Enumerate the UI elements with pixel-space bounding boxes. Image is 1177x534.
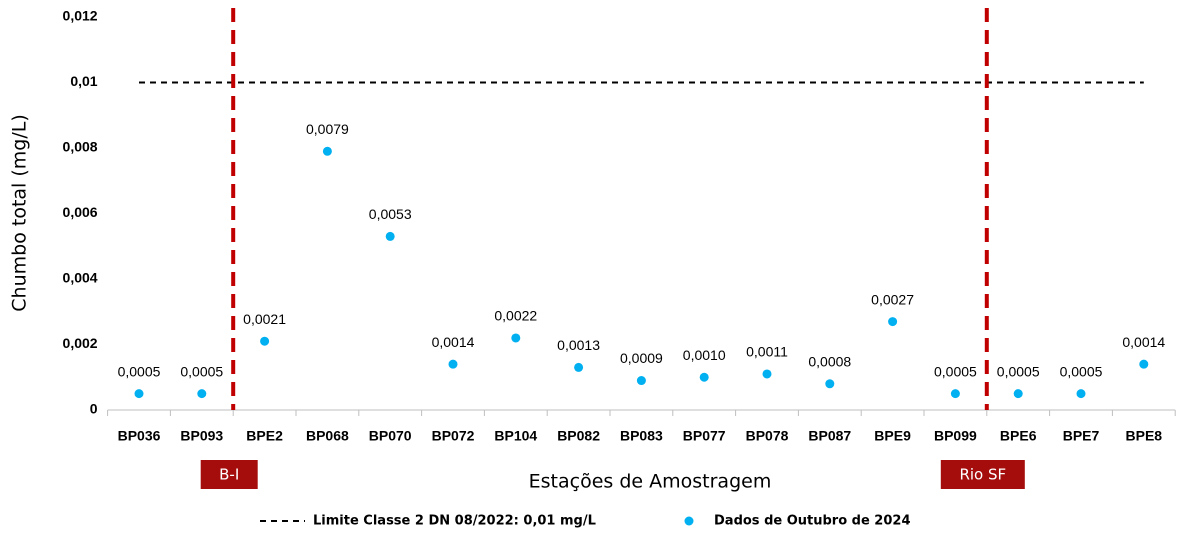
data-point xyxy=(888,317,898,327)
divider-label: B-I xyxy=(219,466,239,484)
value-label: 0,0010 xyxy=(683,347,726,363)
data-point xyxy=(1139,359,1149,369)
y-tick-label: 0,008 xyxy=(63,139,98,155)
data-point xyxy=(448,359,458,369)
x-tick-label: BP036 xyxy=(118,428,161,444)
x-tick-label: BPE9 xyxy=(874,428,911,444)
y-tick-label: 0 xyxy=(90,401,98,417)
legend-label: Limite Classe 2 DN 08/2022: 0,01 mg/L xyxy=(313,514,596,529)
x-tick-label: BPE2 xyxy=(246,428,283,444)
value-label: 0,0021 xyxy=(243,311,286,327)
x-tick-label: BP068 xyxy=(306,428,349,444)
y-tick-label: 0,01 xyxy=(70,73,97,89)
value-label: 0,0013 xyxy=(557,337,600,353)
value-label: 0,0022 xyxy=(494,308,537,324)
y-tick-label: 0,012 xyxy=(63,8,98,24)
x-tick-label: BP104 xyxy=(494,428,537,444)
x-tick-label: BP083 xyxy=(620,428,663,444)
y-axis-title: Chumbo total (mg/L) xyxy=(9,114,31,311)
x-tick-label: BPE7 xyxy=(1063,428,1100,444)
x-tick-label: BP082 xyxy=(557,428,600,444)
x-tick-label: BP077 xyxy=(683,428,726,444)
legend-dot xyxy=(684,516,694,526)
data-point xyxy=(1076,389,1086,399)
divider-box xyxy=(200,460,258,489)
divider-label: Rio SF xyxy=(959,466,1006,484)
value-label: 0,0009 xyxy=(620,350,663,366)
data-point xyxy=(1013,389,1023,399)
x-axis-title: Estações de Amostragem xyxy=(529,471,772,493)
y-tick-label: 0,006 xyxy=(63,204,98,220)
value-label: 0,0005 xyxy=(934,363,977,379)
data-point xyxy=(260,336,270,346)
y-tick-label: 0,002 xyxy=(63,335,98,351)
x-tick-label: BP087 xyxy=(808,428,851,444)
data-point xyxy=(699,372,709,382)
data-point xyxy=(762,369,772,379)
x-tick-label: BP099 xyxy=(934,428,977,444)
value-label: 0,0005 xyxy=(1060,363,1103,379)
data-point xyxy=(825,379,835,389)
value-label: 0,0079 xyxy=(306,121,349,137)
x-tick-label: BP070 xyxy=(369,428,412,444)
value-label: 0,0005 xyxy=(118,363,161,379)
value-label: 0,0008 xyxy=(808,354,851,370)
value-label: 0,0053 xyxy=(369,206,412,222)
data-point xyxy=(322,146,332,156)
data-point xyxy=(385,231,395,241)
value-label: 0,0005 xyxy=(997,363,1040,379)
x-tick-label: BP078 xyxy=(746,428,789,444)
data-point xyxy=(636,376,646,386)
data-point xyxy=(511,333,521,343)
divider-box xyxy=(940,460,1025,489)
value-label: 0,0014 xyxy=(1122,334,1165,350)
value-label: 0,0014 xyxy=(432,334,475,350)
legend-label: Dados de Outubro de 2024 xyxy=(714,514,911,529)
x-tick-label: BP093 xyxy=(180,428,223,444)
value-label: 0,0005 xyxy=(180,363,223,379)
data-point xyxy=(197,389,207,399)
x-tick-label: BPE8 xyxy=(1126,428,1163,444)
data-point xyxy=(134,389,144,399)
value-label: 0,0011 xyxy=(746,344,788,360)
x-tick-label: BP072 xyxy=(432,428,475,444)
x-tick-label: BPE6 xyxy=(1000,428,1037,444)
data-point xyxy=(950,389,960,399)
value-label: 0,0027 xyxy=(871,291,914,307)
y-tick-label: 0,004 xyxy=(63,270,98,286)
data-point xyxy=(574,362,584,372)
